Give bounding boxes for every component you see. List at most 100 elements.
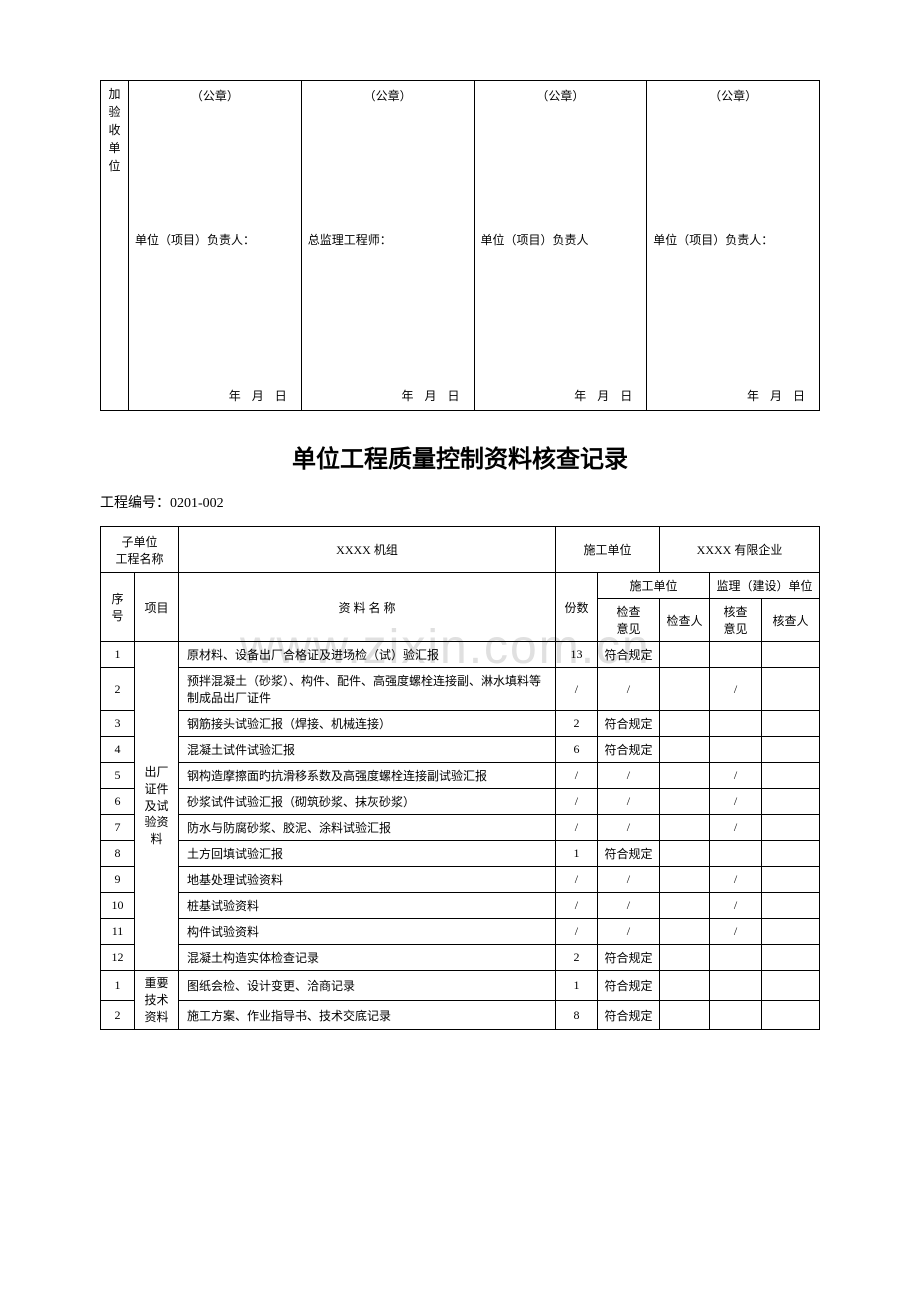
table-row: 1出厂证件及试验资料原材料、设备出厂合格证及进场检（试）验汇报13符合规定: [101, 642, 820, 668]
seal-0: （公章）: [135, 85, 295, 104]
table-row: 2 预拌混凝土（砂浆）、构件、配件、高强度螺栓连接副、淋水填料等制成品出厂证件 / /…: [101, 668, 820, 711]
construction-label: 施工单位: [555, 527, 659, 573]
table-row: 11构件试验资料///: [101, 919, 820, 945]
side-label-char: 加: [107, 85, 122, 103]
project-number: 工程编号：0201-002: [100, 492, 820, 512]
cell-review-opinion: /: [709, 668, 761, 711]
cell-check-opinion: 符合规定: [597, 737, 659, 763]
resp-0: 单位（项目）负责人：: [135, 231, 295, 248]
cell-reviewer: [761, 815, 819, 841]
cell-seq: 2: [101, 1000, 135, 1030]
sig-cell-0: （公章） 单位（项目）负责人： 年 月 日: [129, 81, 302, 411]
cell-reviewer: [761, 711, 819, 737]
table-row: 9地基处理试验资料///: [101, 867, 820, 893]
cell-seq: 9: [101, 867, 135, 893]
cell-qty: 2: [555, 711, 597, 737]
hdr-qty: 份数: [555, 573, 597, 642]
cell-review-opinion: /: [709, 815, 761, 841]
cell-reviewer: [761, 642, 819, 668]
hdr-review-opinion: 核查 意见: [709, 599, 761, 642]
cell-material-name: 构件试验资料: [179, 919, 556, 945]
cell-checker: [659, 919, 709, 945]
cell-check-opinion: /: [597, 893, 659, 919]
info-row: 子单位 工程名称 XXXX 机组 施工单位 XXXX 有限企业: [101, 527, 820, 573]
resp-3: 单位（项目）负责人：: [653, 231, 813, 248]
cell-material-name: 混凝土构造实体检查记录: [179, 945, 556, 971]
cell-check-opinion: /: [597, 763, 659, 789]
cell-check-opinion: 符合规定: [597, 945, 659, 971]
table-row: 1重要技术资料图纸会检、设计变更、洽商记录1符合规定: [101, 971, 820, 1001]
cell-material-name: 预拌混凝土（砂浆）、构件、配件、高强度螺栓连接副、淋水填料等制成品出厂证件: [179, 668, 556, 711]
cell-checker: [659, 893, 709, 919]
cell-check-opinion: /: [597, 789, 659, 815]
cell-checker: [659, 945, 709, 971]
cell-material-name: 混凝土试件试验汇报: [179, 737, 556, 763]
cell-seq: 4: [101, 737, 135, 763]
cell-seq: 2: [101, 668, 135, 711]
cell-review-opinion: [709, 711, 761, 737]
cell-reviewer: [761, 919, 819, 945]
cell-reviewer: [761, 945, 819, 971]
cell-reviewer: [761, 789, 819, 815]
seal-1: （公章）: [308, 85, 468, 104]
hdr-seq: 序号: [101, 573, 135, 642]
cell-seq: 8: [101, 841, 135, 867]
sig-cell-2: （公章） 单位（项目）负责人 年 月 日: [474, 81, 647, 411]
main-data-table: 子单位 工程名称 XXXX 机组 施工单位 XXXX 有限企业 序号 项目 资 …: [100, 526, 820, 1030]
cell-reviewer: [761, 737, 819, 763]
cell-qty: /: [555, 815, 597, 841]
cell-checker: [659, 815, 709, 841]
cell-qty: 13: [555, 642, 597, 668]
signature-table: 加验收单位 （公章） 单位（项目）负责人： 年 月 日 （公章） 总监理工程师：…: [100, 80, 820, 411]
cell-seq: 5: [101, 763, 135, 789]
cell-seq: 11: [101, 919, 135, 945]
cell-seq: 3: [101, 711, 135, 737]
cell-reviewer: [761, 841, 819, 867]
cell-review-opinion: /: [709, 763, 761, 789]
cell-seq: 7: [101, 815, 135, 841]
cell-qty: /: [555, 919, 597, 945]
cell-checker: [659, 1000, 709, 1030]
cell-material-name: 砂浆试件试验汇报（砌筑砂浆、抹灰砂浆）: [179, 789, 556, 815]
cell-qty: /: [555, 763, 597, 789]
cell-checker: [659, 841, 709, 867]
cell-qty: 6: [555, 737, 597, 763]
cell-reviewer: [761, 971, 819, 1001]
cell-checker: [659, 789, 709, 815]
cell-material-name: 钢筋接头试验汇报（焊接、机械连接）: [179, 711, 556, 737]
hdr-construction-unit: 施工单位: [597, 573, 709, 599]
cell-checker: [659, 971, 709, 1001]
cell-review-opinion: [709, 971, 761, 1001]
cell-checker: [659, 763, 709, 789]
cell-material-name: 防水与防腐砂浆、胶泥、涂料试验汇报: [179, 815, 556, 841]
cell-checker: [659, 711, 709, 737]
cell-review-opinion: /: [709, 867, 761, 893]
resp-2: 单位（项目）负责人: [481, 231, 641, 248]
cell-review-opinion: [709, 737, 761, 763]
cell-seq: 10: [101, 893, 135, 919]
cell-review-opinion: [709, 841, 761, 867]
table-row: 3 钢筋接头试验汇报（焊接、机械连接）2符合规定: [101, 711, 820, 737]
cell-material-name: 施工方案、作业指导书、技术交底记录: [179, 1000, 556, 1030]
cell-check-opinion: 符合规定: [597, 711, 659, 737]
cell-check-opinion: /: [597, 815, 659, 841]
page-title: 单位工程质量控制资料核查记录: [100, 439, 820, 474]
cell-qty: /: [555, 867, 597, 893]
cell-reviewer: [761, 1000, 819, 1030]
cell-check-opinion: /: [597, 668, 659, 711]
hdr-material: 资 料 名 称: [179, 573, 556, 642]
date-3: 年 月 日: [747, 387, 809, 404]
table-row: 2施工方案、作业指导书、技术交底记录8符合规定: [101, 1000, 820, 1030]
cell-review-opinion: [709, 1000, 761, 1030]
project-number-value: 0201-002: [170, 496, 224, 511]
seal-3: （公章）: [653, 85, 813, 104]
cell-checker: [659, 668, 709, 711]
hdr-supervision-unit: 监理（建设）单位: [709, 573, 819, 599]
hdr-check-opinion: 检查 意见: [597, 599, 659, 642]
date-1: 年 月 日: [401, 387, 463, 404]
cell-qty: /: [555, 893, 597, 919]
cell-review-opinion: [709, 642, 761, 668]
table-row: 7防水与防腐砂浆、胶泥、涂料试验汇报///: [101, 815, 820, 841]
cell-reviewer: [761, 893, 819, 919]
cell-material-name: 钢构造摩擦面旳抗滑移系数及高强度螺栓连接副试验汇报: [179, 763, 556, 789]
